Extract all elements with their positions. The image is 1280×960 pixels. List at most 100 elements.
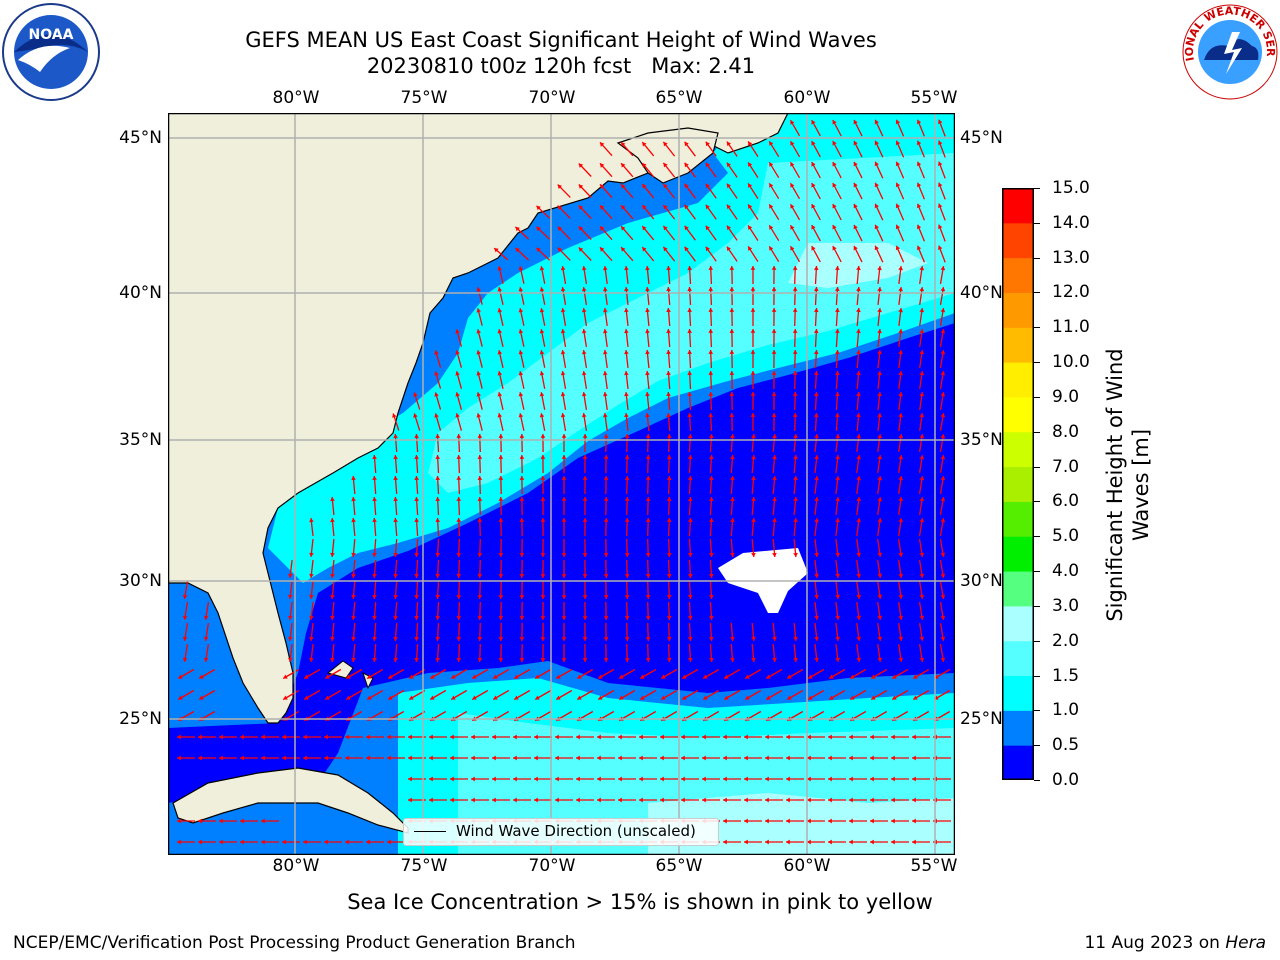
wave-direction-arrowhead	[182, 594, 188, 599]
wave-direction-arrowhead	[895, 182, 901, 188]
wave-direction-arrowhead	[790, 246, 795, 251]
wave-direction-arrowhead	[807, 734, 811, 740]
wave-direction-arrowhead	[729, 413, 735, 417]
wave-direction-arrowhead	[813, 392, 819, 396]
wave-direction-arrowhead	[600, 205, 605, 210]
wave-direction-arrowhead	[476, 287, 481, 292]
wave-direction-arrowhead	[309, 552, 314, 557]
wave-direction-arrowhead	[919, 413, 925, 418]
wave-direction-arrowhead	[261, 734, 265, 740]
wave-direction-arrowhead	[557, 247, 562, 252]
wave-direction-arrowhead	[891, 755, 895, 761]
wave-direction-arrowhead	[240, 734, 244, 740]
wave-direction-arrowhead	[792, 308, 798, 312]
wave-direction-arrowhead	[515, 247, 520, 253]
wave-direction-arrowhead	[684, 141, 689, 147]
wave-direction-arrowhead	[744, 818, 748, 824]
wave-direction-arrowhead	[898, 350, 903, 355]
wave-direction-arrowhead	[919, 594, 925, 599]
wave-direction-arrowhead	[705, 225, 710, 231]
wave-direction-arrowhead	[687, 553, 693, 557]
wave-direction-arrowhead	[829, 695, 834, 700]
wave-direction-arrowhead	[639, 776, 643, 782]
colorbar-tick-label: 7.0	[1052, 456, 1080, 477]
wave-direction-arrowhead	[346, 695, 351, 700]
wave-direction-arrowhead	[621, 247, 626, 252]
wave-direction-arrowhead	[748, 162, 753, 167]
wave-direction-arrowhead	[560, 308, 566, 313]
wave-direction-arrowhead	[492, 734, 496, 740]
wave-direction-arrowhead	[898, 413, 903, 418]
wave-direction-arrowhead	[540, 518, 546, 522]
wave-direction-arrowhead	[940, 636, 946, 641]
wave-direction-arrowhead	[561, 595, 567, 599]
wave-direction-arrowhead	[393, 434, 398, 438]
colorbar-tick-mark	[1034, 466, 1040, 468]
wave-direction-arrowhead	[663, 183, 668, 189]
wave-direction-arrowhead	[853, 245, 858, 251]
wave-direction-arrowhead	[916, 140, 922, 146]
wave-direction-arrowhead	[603, 553, 609, 557]
wave-direction-arrowhead	[769, 246, 774, 251]
wave-direction-arrowhead	[582, 476, 588, 480]
colorbar-segment	[1002, 396, 1034, 433]
wave-direction-arrowhead	[856, 615, 861, 620]
wave-direction-arrowhead	[709, 553, 714, 557]
wave-direction-arrowhead	[561, 553, 567, 557]
wave-direction-arrowhead	[877, 615, 883, 620]
wave-direction-arrowhead	[624, 371, 629, 376]
wave-direction-arrowhead	[409, 674, 414, 679]
wave-direction-arrowhead	[877, 476, 883, 481]
wave-direction-arrowhead	[814, 497, 819, 502]
wave-direction-arrowhead	[705, 246, 710, 252]
wave-direction-arrowhead	[912, 734, 916, 740]
wave-direction-arrowhead	[708, 266, 714, 270]
wave-height-map	[167, 112, 956, 856]
wave-direction-arrowhead	[766, 674, 771, 679]
wave-direction-arrowhead	[645, 595, 651, 599]
wave-direction-arrowhead	[729, 266, 735, 270]
wave-direction-arrowhead	[582, 574, 588, 578]
wave-direction-arrowhead	[687, 497, 693, 501]
wave-direction-arrowhead	[600, 247, 605, 252]
wave-direction-arrowhead	[877, 392, 882, 397]
wave-direction-arrowhead	[477, 476, 483, 480]
wave-direction-arrowhead	[771, 350, 777, 354]
wave-direction-arrowhead	[624, 455, 630, 459]
wave-direction-arrowhead	[687, 371, 692, 375]
wave-direction-arrowhead	[748, 204, 753, 209]
wave-direction-arrowhead	[514, 674, 519, 679]
wave-direction-arrowhead	[539, 266, 545, 271]
wave-direction-arrowhead	[560, 413, 566, 418]
wave-direction-arrowhead	[828, 839, 832, 845]
wave-direction-arrowhead	[414, 616, 419, 620]
wave-direction-arrowhead	[705, 162, 710, 168]
colorbar-segment	[1002, 536, 1034, 572]
wave-direction-arrowhead	[561, 616, 567, 620]
wave-direction-arrowhead	[807, 839, 811, 845]
wave-direction-arrowhead	[645, 553, 651, 557]
wave-direction-arrowhead	[600, 163, 605, 168]
wave-direction-arrowhead	[303, 755, 307, 761]
wave-direction-arrowhead	[807, 797, 811, 803]
wave-direction-arrowhead	[940, 329, 946, 334]
wave-direction-arrowhead	[536, 226, 541, 232]
wave-direction-arrowhead	[874, 245, 879, 251]
wave-direction-arrowhead	[372, 497, 377, 501]
wave-direction-arrowhead	[792, 392, 798, 396]
wave-direction-arrowhead	[793, 434, 798, 439]
wave-direction-arrowhead	[849, 734, 853, 740]
wave-direction-arrowhead	[891, 797, 895, 803]
wave-direction-arrowhead	[895, 140, 901, 146]
wave-direction-arrowhead	[435, 616, 441, 620]
wave-direction-arrowhead	[561, 455, 567, 459]
wave-direction-arrowhead	[660, 776, 664, 782]
wave-direction-arrowhead	[351, 476, 356, 481]
wave-direction-arrowhead	[494, 248, 499, 253]
wave-direction-arrowhead	[498, 434, 504, 438]
wave-direction-arrowhead	[835, 392, 840, 396]
wave-direction-arrowhead	[198, 734, 202, 740]
wave-direction-arrowhead	[730, 476, 735, 480]
wave-direction-arrowhead	[324, 839, 328, 845]
wave-direction-arrowhead	[618, 755, 622, 761]
